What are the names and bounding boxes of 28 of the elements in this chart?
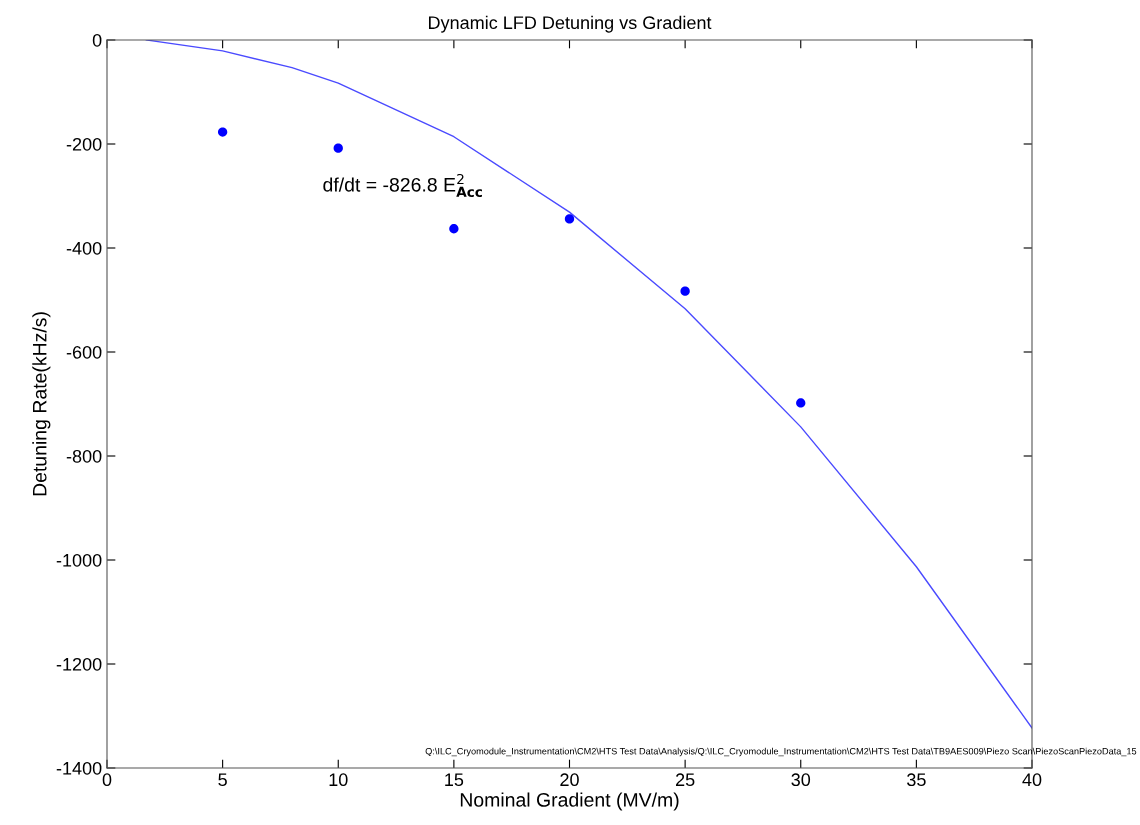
x-tick-label: 5 — [218, 773, 227, 787]
point — [796, 398, 806, 408]
y-tick-label: -800 — [66, 449, 102, 463]
point — [449, 224, 459, 234]
y-tick-label: -1400 — [56, 761, 102, 775]
y-tick-label: -1200 — [56, 657, 102, 671]
y-tick-label: -1000 — [56, 553, 102, 567]
annotation: df/dt = -826.8 E$^{2}$$_{Acc}$ — [323, 173, 482, 197]
x-tick-label: 25 — [675, 773, 695, 787]
x-tick-label: 20 — [560, 773, 579, 787]
x-tick-label: 30 — [791, 773, 811, 787]
y-tick-label: -600 — [66, 345, 102, 359]
y-tick-label: -200 — [66, 137, 102, 151]
x-tick-label: 40 — [1022, 773, 1042, 787]
y-tick-label: -400 — [66, 241, 102, 255]
y-tick-label: 0 — [92, 33, 102, 47]
chart-title: Dynamic LFD Detuning vs Gradient — [429, 15, 712, 33]
point — [564, 214, 575, 224]
point — [333, 143, 343, 153]
x-tick-label: 15 — [445, 773, 464, 787]
y-axis-title: Detuning Rate(kHz/s) — [32, 312, 51, 496]
x-tick-label: 10 — [329, 773, 348, 787]
point — [680, 286, 690, 296]
annotation: Q:\ILC_Cryomodule_Instrumentation\CM2\HTS Test Data\Analysis/Q:\ILC_Cryomodule_Instrumentation\CM2\HTS Test Data\TB9AES009\Piezo Scan\PiezoScanPiezoData_15 — [425, 747, 1137, 757]
x-tick-label: 35 — [907, 773, 926, 787]
point — [217, 127, 228, 137]
x-tick-label: 0 — [102, 773, 112, 787]
x-axis-title: Nominal Gradient (MV/m) — [460, 792, 679, 811]
